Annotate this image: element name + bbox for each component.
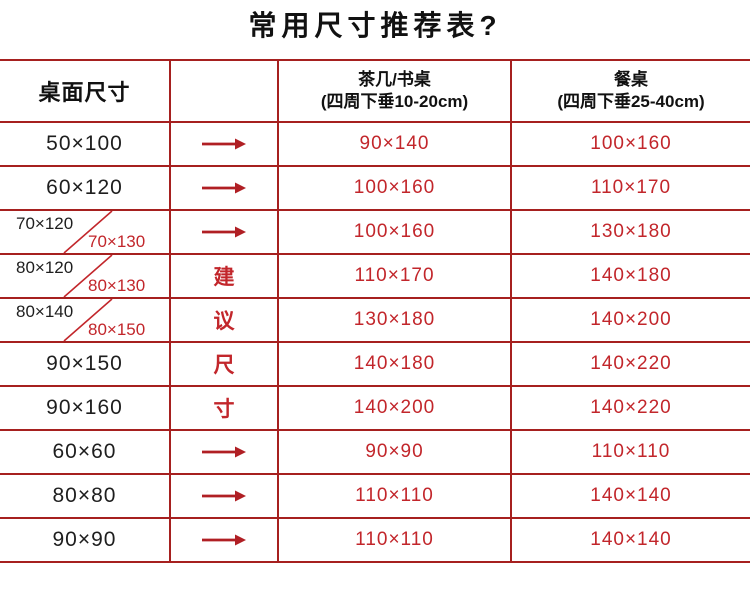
header-tea-table-desk: 茶几/书桌 (四周下垂10-20cm) xyxy=(279,61,512,121)
arrow-right-icon xyxy=(202,490,246,502)
arrow-cell xyxy=(171,431,279,473)
table-row: 50×100 90×140 100×160 xyxy=(0,123,750,167)
arrow-right-icon xyxy=(202,446,246,458)
arrow-cell xyxy=(171,211,279,253)
tea-desk-size-cell: 130×180 xyxy=(279,299,512,341)
diagonal-divider-line xyxy=(63,299,113,341)
table-row: 80×80 110×110 140×140 xyxy=(0,475,750,519)
dining-size-cell: 130×180 xyxy=(590,221,672,242)
dining-size-cell: 140×140 xyxy=(590,485,672,506)
recommend-word-cell: 议 xyxy=(171,299,279,341)
desktop-size-cell: 90×150 xyxy=(0,343,171,385)
dining-size-cell: 110×170 xyxy=(590,177,672,198)
table-row: 60×120 100×160 110×170 xyxy=(0,167,750,211)
dining-size-cell: 100×160 xyxy=(590,133,672,154)
header-empty-cell xyxy=(171,61,279,121)
diagonal-divider-line xyxy=(63,211,113,253)
dining-size-cell: 140×200 xyxy=(590,309,672,330)
dining-size-cell: 110×110 xyxy=(591,441,671,462)
tea-desk-size-cell: 90×140 xyxy=(279,123,512,165)
table-row: 90×90 110×110 140×140 xyxy=(0,519,750,563)
header-dining-table-title: 餐桌 xyxy=(614,69,648,89)
tea-desk-size-cell: 110×170 xyxy=(279,255,512,297)
dining-size-cell: 140×140 xyxy=(590,529,672,550)
table-row: 70×120 70×130 100×160 130×180 xyxy=(0,211,750,255)
header-tea-table-desk-title: 茶几/书桌 xyxy=(358,69,431,89)
desktop-size-cell: 60×60 xyxy=(0,431,171,473)
desktop-size-primary: 80×120 xyxy=(16,258,74,277)
desktop-size-cell-split: 80×120 80×130 xyxy=(0,255,171,297)
tea-desk-size-cell: 100×160 xyxy=(279,211,512,253)
tea-desk-size-cell: 110×110 xyxy=(279,519,512,561)
arrow-cell xyxy=(171,167,279,209)
desktop-size-cell-split: 70×120 70×130 xyxy=(0,211,171,253)
desktop-size-cell-split: 80×140 80×150 xyxy=(0,299,171,341)
table-row: 60×60 90×90 110×110 xyxy=(0,431,750,475)
header-dining-table: 餐桌 (四周下垂25-40cm) xyxy=(512,61,750,121)
recommend-word-cell: 尺 xyxy=(171,343,279,385)
tea-desk-size-cell: 140×200 xyxy=(279,387,512,429)
header-dining-table-subtitle: (四周下垂25-40cm) xyxy=(557,92,705,111)
desktop-size-primary: 80×140 xyxy=(16,302,74,321)
dining-size-cell: 140×180 xyxy=(590,265,672,286)
page-title: 常用尺寸推荐表? xyxy=(248,10,502,41)
table-row: 90×160 寸 140×200 140×220 xyxy=(0,387,750,431)
arrow-cell xyxy=(171,123,279,165)
desktop-size-cell: 60×120 xyxy=(0,167,171,209)
desktop-size-cell: 90×90 xyxy=(0,519,171,561)
tea-desk-size-cell: 110×110 xyxy=(279,475,512,517)
arrow-right-icon xyxy=(202,182,246,194)
desktop-size-cell: 50×100 xyxy=(0,123,171,165)
desktop-size-primary: 70×120 xyxy=(16,214,74,233)
dining-size-cell: 140×220 xyxy=(590,397,672,418)
desktop-size-alternate: 80×130 xyxy=(88,276,146,295)
size-recommendation-table: 桌面尺寸 茶几/书桌 (四周下垂10-20cm) 餐桌 (四周下垂25-40cm… xyxy=(0,59,750,563)
tea-desk-size-cell: 90×90 xyxy=(279,431,512,473)
arrow-right-icon xyxy=(202,138,246,150)
desktop-size-cell: 90×160 xyxy=(0,387,171,429)
recommend-word-cell: 建 xyxy=(171,255,279,297)
tea-desk-size-cell: 140×180 xyxy=(279,343,512,385)
tea-desk-size-cell: 100×160 xyxy=(279,167,512,209)
diagonal-divider-line xyxy=(63,255,113,297)
arrow-right-icon xyxy=(202,534,246,546)
table-header-row: 桌面尺寸 茶几/书桌 (四周下垂10-20cm) 餐桌 (四周下垂25-40cm… xyxy=(0,61,750,123)
header-tea-table-desk-subtitle: (四周下垂10-20cm) xyxy=(320,92,469,111)
header-desktop-size: 桌面尺寸 xyxy=(0,61,171,121)
recommend-word-cell: 寸 xyxy=(171,387,279,429)
dining-size-cell: 140×220 xyxy=(590,353,672,374)
table-row: 80×140 80×150 议 130×180 140×200 xyxy=(0,299,750,343)
table-row: 80×120 80×130 建 110×170 140×180 xyxy=(0,255,750,299)
desktop-size-cell: 80×80 xyxy=(0,475,171,517)
arrow-right-icon xyxy=(202,226,246,238)
desktop-size-alternate: 70×130 xyxy=(88,232,146,251)
arrow-cell xyxy=(171,519,279,561)
desktop-size-alternate: 80×150 xyxy=(88,320,146,339)
table-row: 90×150 尺 140×180 140×220 xyxy=(0,343,750,387)
arrow-cell xyxy=(171,475,279,517)
